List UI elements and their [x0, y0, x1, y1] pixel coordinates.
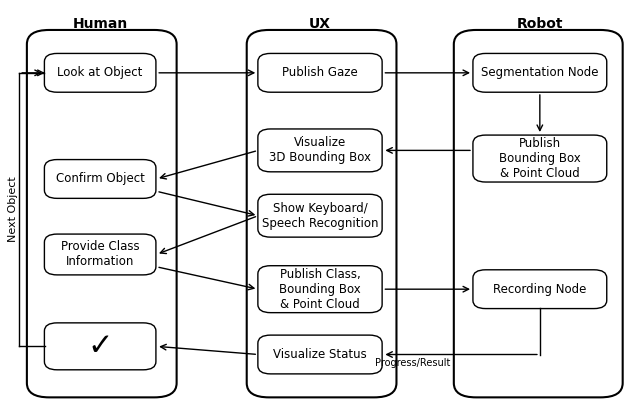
FancyBboxPatch shape — [44, 234, 156, 275]
FancyBboxPatch shape — [258, 266, 382, 313]
Text: Next Object: Next Object — [8, 177, 18, 242]
Text: Progress/Result: Progress/Result — [374, 358, 450, 367]
Text: UX: UX — [309, 17, 331, 31]
FancyBboxPatch shape — [258, 194, 382, 237]
Text: Publish Gaze: Publish Gaze — [282, 66, 358, 79]
Text: Visualize Status: Visualize Status — [273, 348, 367, 361]
FancyBboxPatch shape — [473, 270, 607, 309]
FancyBboxPatch shape — [473, 135, 607, 182]
FancyBboxPatch shape — [44, 323, 156, 370]
Text: Publish
Bounding Box
& Point Cloud: Publish Bounding Box & Point Cloud — [499, 137, 580, 180]
FancyBboxPatch shape — [44, 53, 156, 92]
Text: ✓: ✓ — [88, 332, 113, 361]
Text: Publish Class,
Bounding Box
& Point Cloud: Publish Class, Bounding Box & Point Clou… — [279, 268, 361, 311]
FancyBboxPatch shape — [258, 335, 382, 374]
Text: Robot: Robot — [516, 17, 563, 31]
Text: Segmentation Node: Segmentation Node — [481, 66, 598, 79]
FancyBboxPatch shape — [27, 30, 177, 397]
Text: Provide Class
Information: Provide Class Information — [61, 240, 140, 268]
FancyBboxPatch shape — [246, 30, 396, 397]
FancyBboxPatch shape — [473, 53, 607, 92]
Text: Visualize
3D Bounding Box: Visualize 3D Bounding Box — [269, 136, 371, 164]
FancyBboxPatch shape — [258, 53, 382, 92]
FancyBboxPatch shape — [258, 129, 382, 172]
Text: Recording Node: Recording Node — [493, 283, 586, 296]
Text: Show Keyboard/
Speech Recognition: Show Keyboard/ Speech Recognition — [262, 202, 378, 230]
FancyBboxPatch shape — [454, 30, 623, 397]
Text: Confirm Object: Confirm Object — [56, 173, 145, 185]
Text: Human: Human — [72, 17, 128, 31]
FancyBboxPatch shape — [44, 159, 156, 199]
Text: Look at Object: Look at Object — [58, 66, 143, 79]
